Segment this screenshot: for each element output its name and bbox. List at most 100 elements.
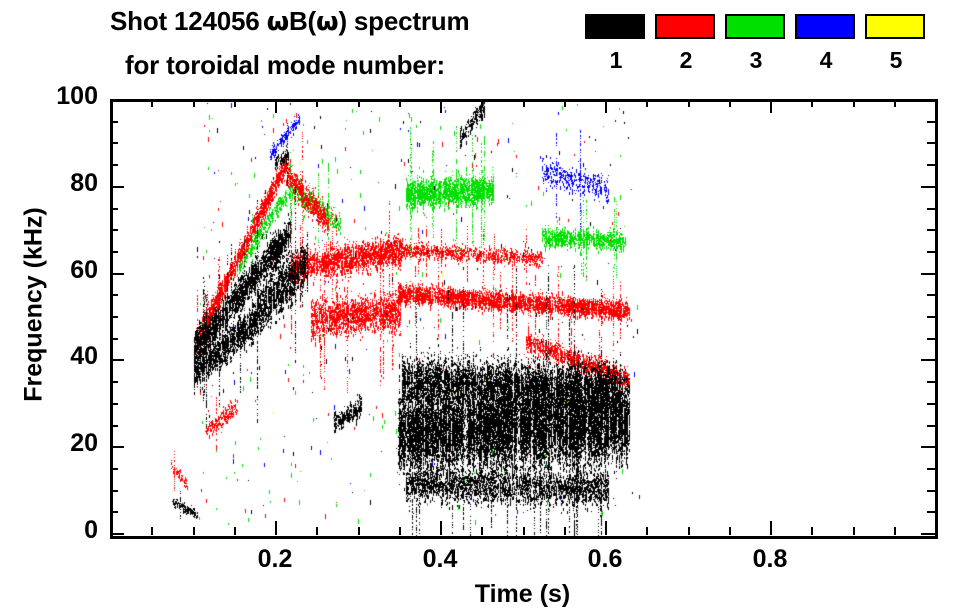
x-tick-top-0.40	[440, 99, 442, 113]
legend-item-3: 3	[725, 0, 787, 72]
figure-title-line-1: Shot 124056 ωB(ω) spectrum	[110, 6, 470, 37]
y-tick-right-60	[921, 273, 935, 275]
y-tick-60	[110, 273, 124, 275]
legend-swatch-5	[865, 14, 925, 39]
plot-area	[110, 99, 938, 539]
x-tick-0.45	[481, 527, 483, 535]
x-tick-0.70	[688, 527, 690, 535]
x-tick-top-0.70	[688, 99, 690, 107]
y-tick-label-100: 100	[56, 82, 98, 110]
y-tick-right-80	[921, 186, 935, 188]
y-tick-right-85	[927, 164, 935, 166]
x-tick-0.75	[729, 527, 731, 535]
legend-item-2: 2	[655, 0, 717, 72]
legend-item-5: 5	[865, 0, 927, 72]
x-tick-top-0.00	[110, 99, 112, 107]
y-tick-right-50	[927, 316, 935, 318]
x-tick-top-0.75	[729, 99, 731, 107]
x-tick-0.15	[234, 527, 236, 535]
spectrogram-canvas	[113, 102, 938, 536]
legend-label-1: 1	[609, 47, 623, 73]
legend-swatch-1	[585, 14, 645, 39]
y-tick-50	[110, 316, 118, 318]
x-tick-top-0.55	[564, 99, 566, 107]
y-tick-right-0	[921, 533, 935, 535]
x-tick-label-0.6: 0.6	[587, 545, 623, 573]
y-tick-70	[110, 229, 118, 231]
figure-header: Shot 124056 ωB(ω) spectrum for toroidal …	[0, 0, 963, 95]
x-tick-0.95	[894, 527, 896, 535]
x-tick-top-0.05	[151, 99, 153, 107]
y-tick-right-25	[927, 425, 935, 427]
x-tick-top-0.45	[481, 99, 483, 107]
x-tick-top-0.85	[811, 99, 813, 107]
y-tick-20	[110, 446, 124, 448]
x-tick-0.65	[646, 527, 648, 535]
x-tick-top-0.10	[193, 99, 195, 107]
x-tick-0.40	[440, 521, 442, 535]
y-tick-100	[110, 99, 124, 101]
x-tick-0.00	[110, 527, 112, 535]
x-tick-top-0.50	[523, 99, 525, 107]
y-tick-right-40	[921, 359, 935, 361]
y-tick-5	[110, 511, 118, 513]
y-tick-right-65	[927, 251, 935, 253]
legend-label-5: 5	[889, 47, 903, 73]
omega-symbol-first: ω	[266, 7, 290, 37]
y-tick-label-60: 60	[70, 255, 98, 284]
x-tick-0.20	[275, 521, 277, 535]
legend-item-4: 4	[795, 0, 857, 72]
y-tick-right-100	[921, 99, 935, 101]
y-tick-right-70	[927, 229, 935, 231]
y-tick-right-30	[927, 403, 935, 405]
y-tick-right-45	[927, 338, 935, 340]
x-tick-0.80	[770, 521, 772, 535]
title-mid: B(	[288, 6, 317, 36]
y-tick-0	[110, 533, 124, 535]
legend-swatch-2	[655, 14, 715, 39]
x-tick-label-0.2: 0.2	[257, 545, 293, 573]
right-spine	[935, 99, 938, 536]
y-tick-15	[110, 468, 118, 470]
x-axis-title: Time (s)	[474, 580, 571, 608]
omega-symbol-second: ω	[316, 7, 339, 37]
x-tick-top-0.60	[605, 99, 607, 113]
y-tick-right-55	[927, 294, 935, 296]
mode-number-legend: 1 2 3 4 5	[585, 0, 963, 95]
x-tick-top-0.80	[770, 99, 772, 113]
x-tick-0.50	[523, 527, 525, 535]
legend-swatch-4	[795, 14, 855, 39]
y-tick-65	[110, 251, 118, 253]
y-tick-85	[110, 164, 118, 166]
y-axis-title: Frequency (kHz)	[19, 207, 48, 402]
legend-label-3: 3	[749, 47, 763, 73]
y-tick-right-75	[927, 208, 935, 210]
legend-label-4: 4	[819, 47, 833, 73]
y-tick-right-10	[927, 490, 935, 492]
y-tick-label-0: 0	[84, 516, 98, 544]
legend-swatch-3	[725, 14, 785, 39]
x-tick-0.55	[564, 527, 566, 535]
x-tick-top-0.20	[275, 99, 277, 113]
y-tick-35	[110, 381, 118, 383]
x-tick-top-0.15	[234, 99, 236, 107]
y-tick-80	[110, 186, 124, 188]
x-tick-top-0.30	[358, 99, 360, 107]
legend-label-2: 2	[679, 47, 693, 73]
y-tick-right-20	[921, 446, 935, 448]
x-tick-0.05	[151, 527, 153, 535]
y-tick-30	[110, 403, 118, 405]
figure-title-line-2: for toroidal mode number:	[125, 50, 446, 80]
y-tick-45	[110, 338, 118, 340]
x-tick-0.85	[811, 527, 813, 535]
legend-item-1: 1	[585, 0, 647, 72]
y-tick-10	[110, 490, 118, 492]
y-tick-95	[110, 121, 118, 123]
x-tick-label-0.4: 0.4	[422, 545, 458, 573]
x-tick-0.25	[316, 527, 318, 535]
x-tick-0.10	[193, 527, 195, 535]
y-tick-right-5	[927, 511, 935, 513]
y-tick-25	[110, 425, 118, 427]
y-tick-right-15	[927, 468, 935, 470]
